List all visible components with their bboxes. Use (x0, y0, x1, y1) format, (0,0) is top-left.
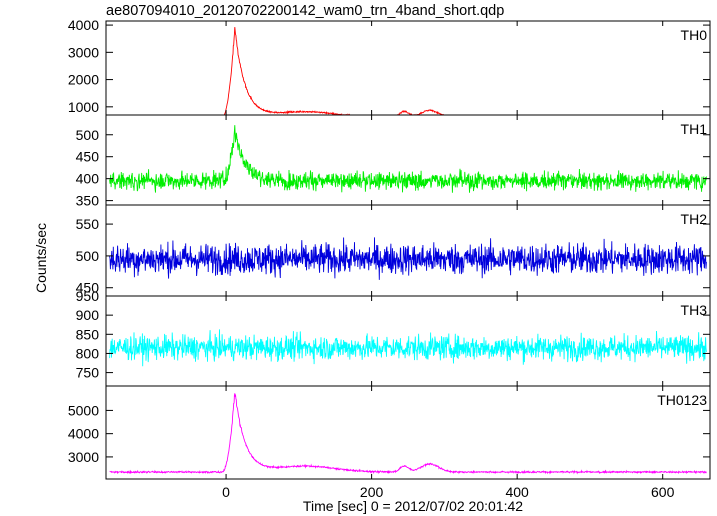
y-tick-label: 950 (76, 288, 100, 304)
panel-th3 (109, 329, 707, 367)
chart-title: ae807094010_20120702200142_wam0_trn_4ban… (106, 3, 504, 19)
panel-frame (105, 20, 711, 116)
y-tick-label: 850 (76, 326, 100, 342)
x-tick-label: 400 (505, 484, 529, 500)
y-tick-label: 800 (76, 345, 100, 361)
panel-frame (105, 385, 711, 480)
y-tick-label: 4000 (68, 426, 99, 442)
series-th1-line (109, 125, 707, 193)
panel-label-th3: TH3 (681, 302, 708, 318)
series-th0123-line (109, 393, 707, 475)
y-tick-label: 400 (76, 171, 100, 187)
y-tick-label: 500 (76, 248, 100, 264)
y-tick-label: 4000 (68, 17, 99, 33)
panel-th0 (223, 27, 706, 115)
series-th2-line (109, 237, 707, 280)
panel-th2 (109, 237, 707, 280)
series-th0-line (223, 27, 706, 115)
panel-label-th2: TH2 (681, 211, 708, 227)
y-tick-label: 450 (76, 149, 100, 165)
y-tick-label: 350 (76, 193, 100, 209)
y-tick-label: 1000 (68, 99, 99, 115)
y-tick-label: 3000 (68, 44, 99, 60)
y-tick-label: 3000 (68, 449, 99, 465)
panel-label-th1: TH1 (681, 121, 708, 137)
panel-th1 (109, 125, 707, 193)
y-tick-label: 550 (76, 216, 100, 232)
panel-frame (105, 114, 711, 206)
panel-th0123 (109, 393, 707, 475)
y-tick-label: 450 (76, 280, 100, 296)
x-tick-label: 0 (222, 484, 230, 500)
y-tick-label: 2000 (68, 72, 99, 88)
y-axis-label: Counts/sec (33, 223, 49, 293)
x-axis-label: Time [sec] 0 = 2012/07/02 20:01:42 (303, 498, 523, 514)
y-tick-label: 500 (76, 127, 100, 143)
panel-label-th0: TH0 (681, 27, 708, 43)
x-tick-label: 600 (651, 484, 675, 500)
y-tick-label: 5000 (68, 402, 99, 418)
panel-label-th0123: TH0123 (657, 392, 707, 408)
x-tick-label: 200 (360, 484, 384, 500)
series-th3-line (109, 329, 707, 367)
y-tick-label: 900 (76, 307, 100, 323)
y-tick-label: 750 (76, 365, 100, 381)
